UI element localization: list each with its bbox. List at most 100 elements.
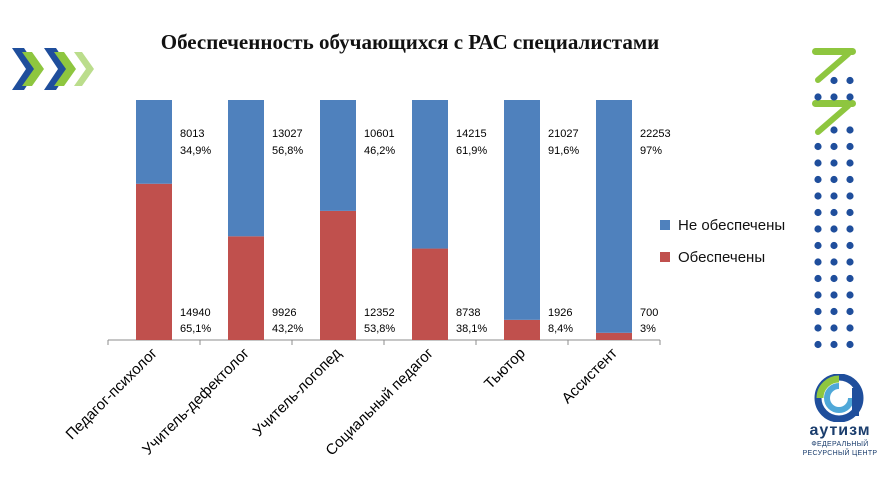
data-label-not-provided-count: 13027 [272,128,303,140]
deco-dot [846,76,854,85]
deco-dot [830,307,838,316]
deco-dot [830,126,838,134]
category-label: Учитель-дефектолог [139,344,253,458]
data-label-not-provided-count: 22253 [640,128,671,140]
deco-green-slash [815,51,851,83]
deco-dot [814,340,822,349]
deco-dot [830,93,838,101]
bar-provided [136,183,172,340]
data-label-provided-percent: 8,4% [548,323,573,335]
deco-dot [830,208,838,217]
data-label-provided-percent: 43,2% [272,323,303,335]
deco-dot [814,225,822,233]
data-label-not-provided-count: 10601 [364,128,395,140]
deco-dot [830,324,838,332]
data-label-not-provided-percent: 46,2% [364,145,395,157]
logo-word: аутизм [809,422,871,439]
bar-not-provided [504,100,540,320]
deco-dot [846,274,854,283]
deco-dot [846,93,854,101]
data-label-provided-count: 8738 [456,307,480,319]
data-label-provided-count: 9926 [272,307,296,319]
deco-dot [846,258,854,266]
legend-item-provided: Обеспечены [660,244,785,270]
bar-provided [228,236,264,340]
legend-swatch-not-provided [660,220,670,230]
data-label-not-provided-percent: 97% [640,145,662,157]
bar-provided [412,248,448,340]
deco-dot [830,340,838,349]
deco-green-slash [815,103,851,135]
deco-dot [814,258,822,266]
logo-subtitle-line2: РЕСУРСНЫЙ ЦЕНТР [802,450,878,457]
data-label-provided-percent: 38,1% [456,323,487,335]
category-label: Педагог-психолог [63,344,162,443]
legend-swatch-provided [660,252,670,262]
logo-subtitle-line1: ФЕДЕРАЛЬНЫЙ [811,441,869,448]
deco-dot [814,192,822,200]
bar-not-provided [320,100,356,211]
deco-dot [830,225,838,233]
deco-dot [846,225,854,233]
deco-dot [830,159,838,167]
data-label-provided-count: 12352 [364,307,395,319]
deco-dot [846,142,854,151]
deco-dot [846,241,854,250]
deco-dot [814,241,822,250]
deco-dot [814,208,822,217]
deco-dot [814,159,822,167]
data-label-provided-percent: 53,8% [364,323,395,335]
deco-dot [830,274,838,283]
data-label-provided-count: 1926 [548,307,572,319]
logo-caption: аутизм ФЕДЕРАЛЬНЫЙ РЕСУРСНЫЙ ЦЕНТР [785,422,895,458]
deco-dot [846,307,854,316]
deco-dot [830,175,838,184]
data-label-provided-count: 700 [640,307,658,319]
deco-dot [830,291,838,299]
bar-not-provided [596,100,632,333]
data-label-provided-count: 14940 [180,307,211,319]
data-label-not-provided-percent: 34,9% [180,145,211,157]
deco-dot [846,126,854,134]
legend-label-not-provided: Не обеспечены [678,216,786,234]
deco-dot [846,192,854,200]
deco-dot [814,175,822,184]
deco-dot [846,208,854,217]
deco-dot [814,324,822,332]
bar-not-provided [136,100,172,184]
category-label: Тьютор [481,345,529,393]
deco-dot [830,241,838,250]
bar-provided [320,210,356,340]
data-label-not-provided-count: 14215 [456,128,487,140]
data-label-not-provided-percent: 91,6% [548,145,579,157]
data-label-not-provided-count: 8013 [180,128,204,140]
autism-emblem-icon [814,374,864,422]
legend-item-not-provided: Не обеспечены [660,212,785,238]
deco-dot [830,142,838,151]
deco-dot [846,291,854,299]
deco-dot [846,159,854,167]
bar-not-provided [412,100,448,249]
data-label-not-provided-percent: 61,9% [456,145,487,157]
category-label: Учитель-логопед [250,345,345,440]
data-label-not-provided-percent: 56,8% [272,145,303,157]
deco-dot [846,340,854,349]
deco-dot [814,307,822,316]
chevrons-logo-icon [12,48,94,90]
dotted-arrow-logo-icon [812,48,856,349]
bar-provided [504,319,540,340]
deco-dot [846,324,854,332]
data-label-provided-percent: 3% [640,323,656,335]
data-label-not-provided-count: 21027 [548,128,579,140]
deco-dot [814,291,822,299]
legend-label-provided: Обеспечены [678,248,766,266]
deco-dot [814,93,822,101]
category-label: Ассистент [559,345,621,407]
chart-legend: Не обеспечены Обеспечены [660,212,785,276]
deco-dot [830,258,838,266]
chart-title: Обеспеченность обучающихся с РАС специал… [160,30,660,54]
bar-not-provided [228,100,264,237]
deco-dot [814,274,822,283]
